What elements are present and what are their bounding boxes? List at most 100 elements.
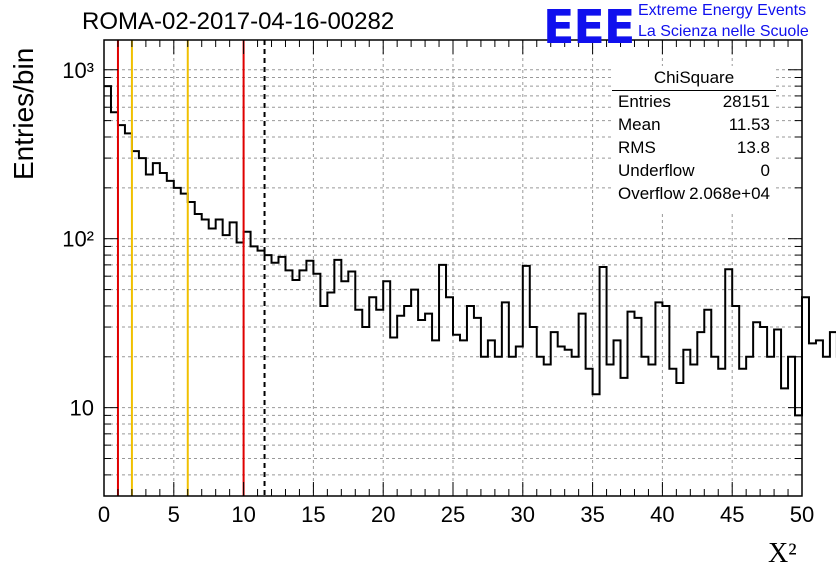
histogram-bin (153, 163, 160, 496)
histogram-bin (628, 312, 635, 496)
histogram-bin (313, 274, 320, 496)
stats-key: Overflow (618, 184, 686, 203)
histogram-bin (244, 232, 251, 496)
histogram-bin (523, 266, 530, 496)
histogram-bin (621, 378, 628, 496)
histogram-bin (655, 302, 662, 496)
histogram-bin (383, 281, 390, 496)
histogram-bin (614, 340, 621, 496)
histogram-bin (830, 332, 836, 496)
histogram-bin (237, 242, 244, 496)
x-tick-label: 35 (580, 502, 604, 527)
histogram-bin (369, 297, 376, 496)
stats-key: RMS (618, 138, 656, 157)
histogram-bin (509, 357, 516, 496)
y-tick-label: 10³ (62, 58, 94, 83)
histogram-bin (397, 316, 404, 496)
x-tick-label: 10 (231, 502, 255, 527)
histogram-bin (502, 302, 509, 496)
stats-key: Entries (618, 92, 671, 111)
x-axis-label: X² (768, 538, 797, 569)
histogram-bin (662, 306, 669, 496)
histogram-bin (432, 340, 439, 496)
stats-divider (612, 90, 776, 91)
histogram-bin (334, 260, 341, 496)
histogram-bin (439, 265, 446, 496)
histogram-bin (223, 235, 230, 496)
stats-value: 11.53 (728, 115, 770, 134)
histogram-bin (704, 310, 711, 496)
histogram-bin (516, 347, 523, 496)
histogram-bin (139, 158, 146, 496)
histogram-bin (551, 332, 558, 496)
stats-value: 28151 (722, 92, 770, 111)
histogram-bin (648, 365, 655, 496)
histogram-bin (467, 306, 474, 496)
histogram-bin (530, 327, 537, 496)
x-tick-label: 45 (720, 502, 744, 527)
stats-row: Entries 28151 (618, 92, 770, 114)
histogram-bin (669, 369, 676, 496)
histogram-bin (118, 125, 125, 496)
y-axis-label: Entries/bin (8, 47, 39, 180)
histogram-bin (404, 306, 411, 496)
histogram-bin (460, 340, 467, 496)
histogram-bin (446, 297, 453, 496)
histogram-bin (711, 357, 718, 496)
histogram-bin (579, 314, 586, 496)
histogram-bin (453, 335, 460, 496)
histogram-layer (104, 85, 836, 496)
histogram-bin (593, 394, 600, 496)
histogram-bin (418, 320, 425, 496)
histogram-bin (760, 327, 767, 496)
stats-key: Underflow (618, 161, 695, 180)
logo-subtitle-1: Extreme Energy Events (638, 2, 807, 19)
histogram-bin (251, 246, 258, 496)
histogram-bin (390, 338, 397, 496)
x-tick-label: 0 (98, 502, 110, 527)
histogram-bin (216, 219, 223, 496)
histogram-bin (327, 293, 334, 496)
x-tick-label: 15 (301, 502, 325, 527)
histogram-bin (376, 310, 383, 496)
stats-row: Overflow 2.068e+04 (618, 184, 770, 206)
x-tick-label: 5 (168, 502, 180, 527)
histogram-bin (265, 255, 272, 496)
histogram-bin (285, 270, 292, 496)
histogram-bin (739, 369, 746, 496)
histogram-bin (258, 251, 265, 496)
histogram-bin (125, 133, 132, 496)
histogram-bin (348, 271, 355, 496)
x-tick-label: 20 (371, 502, 395, 527)
histogram-bin (292, 280, 299, 496)
histogram-bin (753, 322, 760, 496)
histogram-bin (683, 350, 690, 496)
histogram-bin (809, 343, 816, 496)
histogram-steps (104, 85, 836, 417)
histogram-bin (299, 270, 306, 496)
histogram-bin (174, 188, 181, 496)
histogram-bin (272, 263, 279, 496)
histogram-bin (690, 365, 697, 496)
histogram-bin (341, 281, 348, 496)
histogram-bin (355, 310, 362, 496)
y-tick-label: 10² (62, 227, 94, 252)
histogram-bin (718, 369, 725, 496)
histogram-bin (634, 318, 641, 496)
histogram-bin (544, 365, 551, 496)
logo-subtitle-2: La Scienza nelle Scuole (638, 23, 809, 40)
x-tick-label: 30 (511, 502, 535, 527)
histogram-bin (306, 261, 313, 496)
histogram-bin (481, 357, 488, 496)
stats-row: Underflow 0 (618, 161, 770, 183)
eee-logo: EEE (543, 0, 635, 54)
axis-layer: 0 5 10 15 20 25 30 35 40 45 50 10 10² 10³ (62, 39, 814, 527)
histogram-bin (320, 306, 327, 496)
histogram-bin (600, 267, 607, 496)
histogram-bin (816, 340, 823, 496)
histogram-bin (279, 257, 286, 496)
histogram-bin (746, 357, 753, 496)
histogram-bin (781, 388, 788, 496)
histogram-bin (732, 306, 739, 496)
